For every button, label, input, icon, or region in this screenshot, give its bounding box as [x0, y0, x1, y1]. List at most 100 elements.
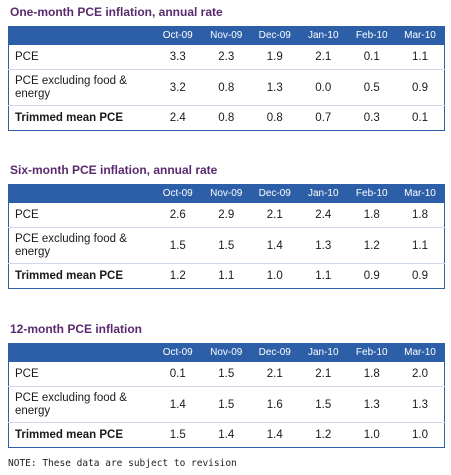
cell-value: 2.0 — [396, 361, 445, 387]
table-header-row: Oct-09 Nov-09 Dec-09 Jan-10 Feb-10 Mar-1… — [8, 184, 445, 203]
cell-value: 1.4 — [153, 386, 202, 423]
revision-note: NOTE: These data are subject to revision — [8, 458, 237, 469]
cell-value: 1.4 — [250, 227, 299, 264]
cell-value: 2.1 — [250, 202, 299, 228]
header-blank — [8, 184, 154, 203]
cell-value: 2.1 — [299, 361, 348, 387]
column-header: Feb-10 — [347, 343, 396, 362]
cell-value: 1.8 — [347, 202, 396, 228]
cell-value: 0.8 — [218, 112, 235, 124]
cell-value: 2.4 — [299, 202, 348, 228]
cell-value: 1.1 — [396, 44, 445, 70]
cell-value: 0.9 — [363, 270, 380, 282]
cell-value: 3.3 — [153, 44, 202, 70]
column-header: Feb-10 — [347, 26, 396, 45]
column-header: Jan-10 — [299, 184, 348, 203]
column-header: Mar-10 — [396, 184, 445, 203]
cell-value: 1.0 — [363, 429, 380, 441]
cell-value: 1.2 — [315, 429, 332, 441]
header-blank — [8, 343, 154, 362]
cell-value: 0.8 — [266, 112, 283, 124]
cell-value: 1.2 — [169, 270, 186, 282]
cell-value: 2.1 — [250, 361, 299, 387]
cell-value: 1.9 — [250, 44, 299, 70]
column-header: Oct-09 — [153, 184, 202, 203]
cell-value: 1.4 — [266, 429, 283, 441]
cell-value: 1.0 — [412, 429, 428, 441]
cell-value: 0.5 — [347, 69, 396, 106]
row-label: PCE excluding food & energy — [8, 69, 154, 106]
row-label: PCE — [8, 361, 154, 387]
cell-value: 1.1 — [315, 270, 332, 282]
column-header: Jan-10 — [299, 26, 348, 45]
cell-value: 0.1 — [347, 44, 396, 70]
six-month-section: Six-month PCE inflation, annual rate Oct… — [8, 162, 445, 289]
cell-value: 1.8 — [347, 361, 396, 387]
cell-value: 1.1 — [396, 227, 445, 264]
table-row: Trimmed mean PCE 1.5 1.4 1.4 1.2 1.0 1.0 — [9, 423, 445, 448]
cell-value: 1.3 — [250, 69, 299, 106]
column-header: Feb-10 — [347, 184, 396, 203]
cell-value: 2.4 — [169, 112, 186, 124]
header-blank — [8, 26, 154, 45]
cell-value: 2.3 — [202, 44, 251, 70]
cell-value: 1.3 — [347, 386, 396, 423]
one-month-table: Oct-09 Nov-09 Dec-09 Jan-10 Feb-10 Mar-1… — [8, 26, 445, 131]
cell-value: 3.2 — [153, 69, 202, 106]
column-header: Nov-09 — [202, 343, 251, 362]
row-label: PCE — [8, 44, 154, 70]
table-row: PCE excluding food & energy 1.5 1.5 1.4 … — [8, 227, 445, 264]
table-row: PCE 3.3 2.3 1.9 2.1 0.1 1.1 — [8, 44, 445, 70]
cell-value: 1.5 — [202, 361, 251, 387]
cell-value: 2.6 — [153, 202, 202, 228]
cell-value: 1.3 — [396, 386, 445, 423]
column-header: Dec-09 — [250, 343, 299, 362]
cell-value: 0.1 — [153, 361, 202, 387]
table-row: PCE 2.6 2.9 2.1 2.4 1.8 1.8 — [8, 202, 445, 228]
column-header: Mar-10 — [396, 343, 445, 362]
twelve-month-section: 12-month PCE inflation Oct-09 Nov-09 Dec… — [8, 321, 445, 448]
row-label: PCE excluding food & energy — [8, 227, 154, 264]
cell-value: 0.7 — [315, 112, 332, 124]
column-header: Mar-10 — [396, 26, 445, 45]
cell-value: 0.0 — [299, 69, 348, 106]
cell-value: 2.1 — [299, 44, 348, 70]
cell-value: 1.3 — [299, 227, 348, 264]
cell-value: 1.2 — [347, 227, 396, 264]
cell-value: 1.5 — [153, 227, 202, 264]
cell-value: 2.9 — [202, 202, 251, 228]
column-header: Dec-09 — [250, 184, 299, 203]
six-month-title: Six-month PCE inflation, annual rate — [10, 163, 218, 177]
table-header-row: Oct-09 Nov-09 Dec-09 Jan-10 Feb-10 Mar-1… — [8, 343, 445, 362]
cell-value: 1.5 — [202, 386, 251, 423]
column-header: Dec-09 — [250, 26, 299, 45]
cell-value: 0.1 — [412, 112, 428, 124]
row-label: PCE — [8, 202, 154, 228]
column-header: Nov-09 — [202, 26, 251, 45]
six-month-table: Oct-09 Nov-09 Dec-09 Jan-10 Feb-10 Mar-1… — [8, 184, 445, 289]
row-label: Trimmed mean PCE — [15, 269, 124, 282]
row-label: Trimmed mean PCE — [15, 428, 124, 441]
cell-value: 1.4 — [218, 429, 235, 441]
cell-value: 1.5 — [299, 386, 348, 423]
cell-value: 0.9 — [412, 270, 428, 282]
table-row: PCE excluding food & energy 3.2 0.8 1.3 … — [8, 69, 445, 106]
twelve-month-title: 12-month PCE inflation — [10, 322, 142, 336]
cell-value: 1.6 — [250, 386, 299, 423]
column-header: Nov-09 — [202, 184, 251, 203]
row-label: PCE excluding food & energy — [8, 386, 154, 423]
one-month-title: One-month PCE inflation, annual rate — [10, 5, 223, 19]
table-row: Trimmed mean PCE 1.2 1.1 1.0 1.1 0.9 0.9 — [9, 264, 445, 289]
column-header: Jan-10 — [299, 343, 348, 362]
cell-value: 0.3 — [363, 112, 380, 124]
cell-value: 1.1 — [218, 270, 235, 282]
table-row: Trimmed mean PCE 2.4 0.8 0.8 0.7 0.3 0.1 — [9, 106, 445, 131]
column-header: Oct-09 — [153, 26, 202, 45]
cell-value: 1.8 — [396, 202, 445, 228]
cell-value: 1.5 — [202, 227, 251, 264]
cell-value: 1.0 — [266, 270, 283, 282]
table-row: PCE 0.1 1.5 2.1 2.1 1.8 2.0 — [8, 361, 445, 387]
table-row: PCE excluding food & energy 1.4 1.5 1.6 … — [8, 386, 445, 423]
cell-value: 0.9 — [396, 69, 445, 106]
cell-value: 0.8 — [202, 69, 251, 106]
